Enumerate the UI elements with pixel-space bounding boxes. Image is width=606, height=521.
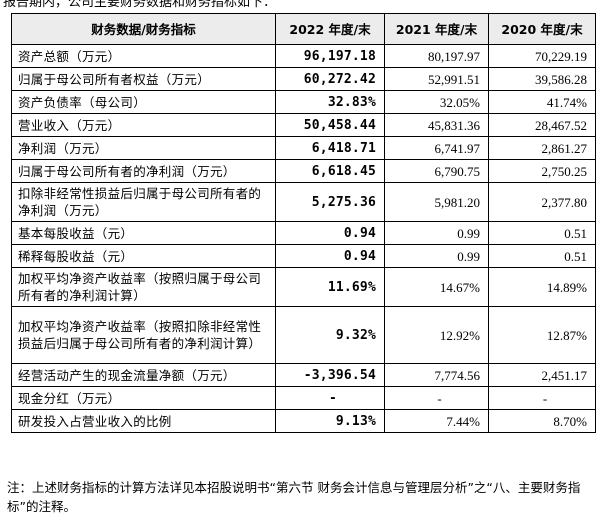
partial-top-text: 报告期内，公司主要财务数据和财务指标如下： [3, 0, 277, 10]
value-2021: 45,831.36 [384, 113, 489, 137]
value-2022: - [275, 386, 385, 410]
value-2020: 8.70% [488, 409, 596, 433]
value-2021: 14.67% [384, 267, 489, 307]
partial-top-text-strip: 报告期内，公司主要财务数据和财务指标如下： [0, 0, 606, 12]
value-2020: - [488, 386, 596, 410]
value-2022: 9.13% [275, 409, 385, 433]
value-2022: 50,458.44 [275, 113, 385, 137]
value-2020: 28,467.52 [488, 113, 596, 137]
value-2022: 11.69% [275, 267, 385, 307]
value-2021: 32.05% [384, 90, 489, 114]
value-2020: 0.51 [488, 221, 596, 245]
row-label: 研发投入占营业收入的比例 [11, 409, 276, 433]
value-2020: 2,750.25 [488, 159, 596, 183]
value-2021: 80,197.97 [384, 44, 489, 68]
value-2020: 0.51 [488, 244, 596, 268]
row-label: 稀释每股收益（元） [11, 244, 276, 268]
row-label: 归属于母公司所有者的净利润（万元） [11, 159, 276, 183]
value-2022: 6,618.45 [275, 159, 385, 183]
value-2021: 52,991.51 [384, 67, 489, 91]
value-2020: 70,229.19 [488, 44, 596, 68]
value-2021: 7,774.56 [384, 363, 489, 387]
row-label: 资产总额（万元） [11, 44, 276, 68]
financial-indicators-table: 财务数据/财务指标 2022 年度/末 2021 年度/末 2020 年度/末 … [11, 13, 596, 433]
value-2022: 6,418.71 [275, 136, 385, 160]
table-row: 研发投入占营业收入的比例 9.13% 7.44% 8.70% [11, 409, 596, 433]
row-label: 现金分红（万元） [11, 386, 276, 410]
table-row: 归属于母公司所有者权益（万元） 60,272.42 52,991.51 39,5… [11, 67, 596, 91]
header-2021: 2021 年度/末 [384, 13, 489, 45]
value-2020: 14.89% [488, 267, 596, 307]
value-2022: 0.94 [275, 244, 385, 268]
table-row: 稀释每股收益（元） 0.94 0.99 0.51 [11, 244, 596, 268]
value-2021: 0.99 [384, 221, 489, 245]
value-2020: 12.87% [488, 306, 596, 364]
table-row: 加权平均净资产收益率（按照归属于母公司所有者的净利润计算） 11.69% 14.… [11, 267, 596, 307]
header-2022: 2022 年度/末 [275, 13, 385, 45]
table-row: 归属于母公司所有者的净利润（万元） 6,618.45 6,790.75 2,75… [11, 159, 596, 183]
row-label: 归属于母公司所有者权益（万元） [11, 67, 276, 91]
table-row: 基本每股收益（元） 0.94 0.99 0.51 [11, 221, 596, 245]
table-row: 现金分红（万元） - - - [11, 386, 596, 410]
value-2021: 0.99 [384, 244, 489, 268]
row-label: 资产负债率（母公司） [11, 90, 276, 114]
value-2022: -3,396.54 [275, 363, 385, 387]
value-2020: 41.74% [488, 90, 596, 114]
value-2021: - [384, 386, 489, 410]
table-row: 资产总额（万元） 96,197.18 80,197.97 70,229.19 [11, 44, 596, 68]
header-indicator: 财务数据/财务指标 [11, 13, 276, 45]
value-2022: 32.83% [275, 90, 385, 114]
value-2020: 2,861.27 [488, 136, 596, 160]
value-2021: 5,981.20 [384, 182, 489, 222]
row-label: 加权平均净资产收益率（按照归属于母公司所有者的净利润计算） [11, 267, 276, 307]
value-2020: 2,377.80 [488, 182, 596, 222]
table-header-row: 财务数据/财务指标 2022 年度/末 2021 年度/末 2020 年度/末 [11, 13, 596, 45]
value-2022: 60,272.42 [275, 67, 385, 91]
table-row: 扣除非经常性损益后归属于母公司所有者的净利润（万元） 5,275.36 5,98… [11, 182, 596, 222]
value-2022: 0.94 [275, 221, 385, 245]
value-2020: 39,586.28 [488, 67, 596, 91]
value-2021: 12.92% [384, 306, 489, 364]
value-2022: 9.32% [275, 306, 385, 364]
table-row: 净利润（万元） 6,418.71 6,741.97 2,861.27 [11, 136, 596, 160]
row-label: 扣除非经常性损益后归属于母公司所有者的净利润（万元） [11, 182, 276, 222]
row-label: 经营活动产生的现金流量净额（万元） [11, 363, 276, 387]
table-row: 经营活动产生的现金流量净额（万元） -3,396.54 7,774.56 2,4… [11, 363, 596, 387]
table-row: 营业收入（万元） 50,458.44 45,831.36 28,467.52 [11, 113, 596, 137]
table-row: 加权平均净资产收益率（按照扣除非经常性损益后归属于母公司所有者的净利润计算） 9… [11, 306, 596, 364]
header-2020: 2020 年度/末 [488, 13, 596, 45]
value-2020: 2,451.17 [488, 363, 596, 387]
row-label: 加权平均净资产收益率（按照扣除非经常性损益后归属于母公司所有者的净利润计算） [11, 306, 276, 364]
table-footnote: 注：上述财务指标的计算方法详见本招股说明书“第六节 财务会计信息与管理层分析”之… [7, 480, 581, 514]
value-2021: 6,741.97 [384, 136, 489, 160]
value-2021: 7.44% [384, 409, 489, 433]
table-row: 资产负债率（母公司） 32.83% 32.05% 41.74% [11, 90, 596, 114]
row-label: 净利润（万元） [11, 136, 276, 160]
row-label: 基本每股收益（元） [11, 221, 276, 245]
value-2021: 6,790.75 [384, 159, 489, 183]
value-2022: 5,275.36 [275, 182, 385, 222]
value-2022: 96,197.18 [275, 44, 385, 68]
row-label: 营业收入（万元） [11, 113, 276, 137]
